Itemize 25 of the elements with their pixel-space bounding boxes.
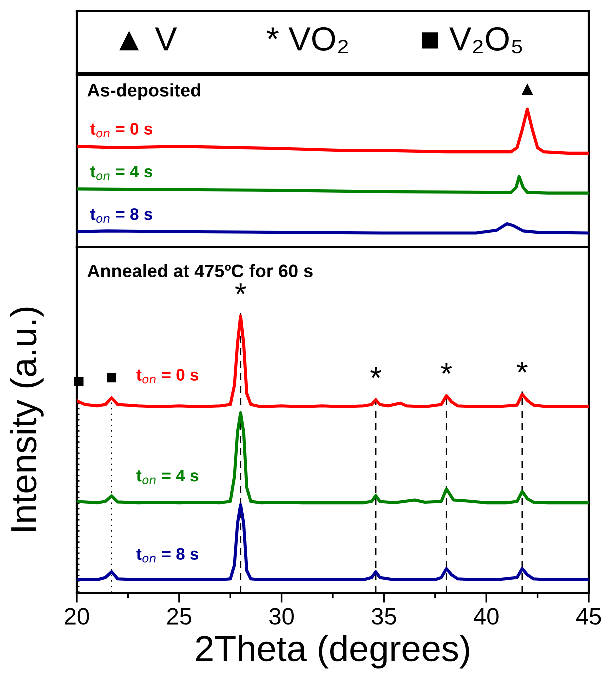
series-label: t$_{on}$ = 0 s (90, 123, 152, 138)
x-tick-label: 45 (576, 608, 601, 625)
series-label: t$_{on}$ = 8 s (90, 208, 152, 224)
annotation: * (370, 368, 382, 378)
text: ■ V₂O₅ (422, 27, 522, 54)
annotation: * (441, 363, 452, 374)
chart-title: Annealed at 475ºC for 60 s (88, 264, 313, 278)
annotation: ■ (107, 373, 117, 383)
series-label: t$_{on}$ = 4 s (90, 166, 152, 180)
annotation: * (516, 362, 528, 373)
x-tick-label: 20 (65, 608, 90, 625)
annotation: * (235, 284, 246, 294)
x-tick-label: 30 (270, 608, 294, 625)
y-axis-title: Intensity (a.u.) (10, 308, 44, 532)
x-tick-label: 35 (372, 608, 396, 625)
annotation: ▲ (522, 84, 534, 95)
text: * VO₂ (266, 27, 348, 54)
chart-title: As-deposited (88, 84, 200, 100)
series-label: t$_{on}$ = 4 s (136, 470, 199, 484)
text: ▲ V (120, 28, 178, 51)
series-label: t$_{on}$ = 8 s (136, 548, 199, 563)
x-tick-label: 40 (474, 608, 499, 625)
x-axis-title: 2Theta (degrees) (196, 635, 470, 669)
x-tick-label: 25 (167, 608, 192, 625)
series-label: t$_{on}$ = 0 s (136, 369, 199, 384)
